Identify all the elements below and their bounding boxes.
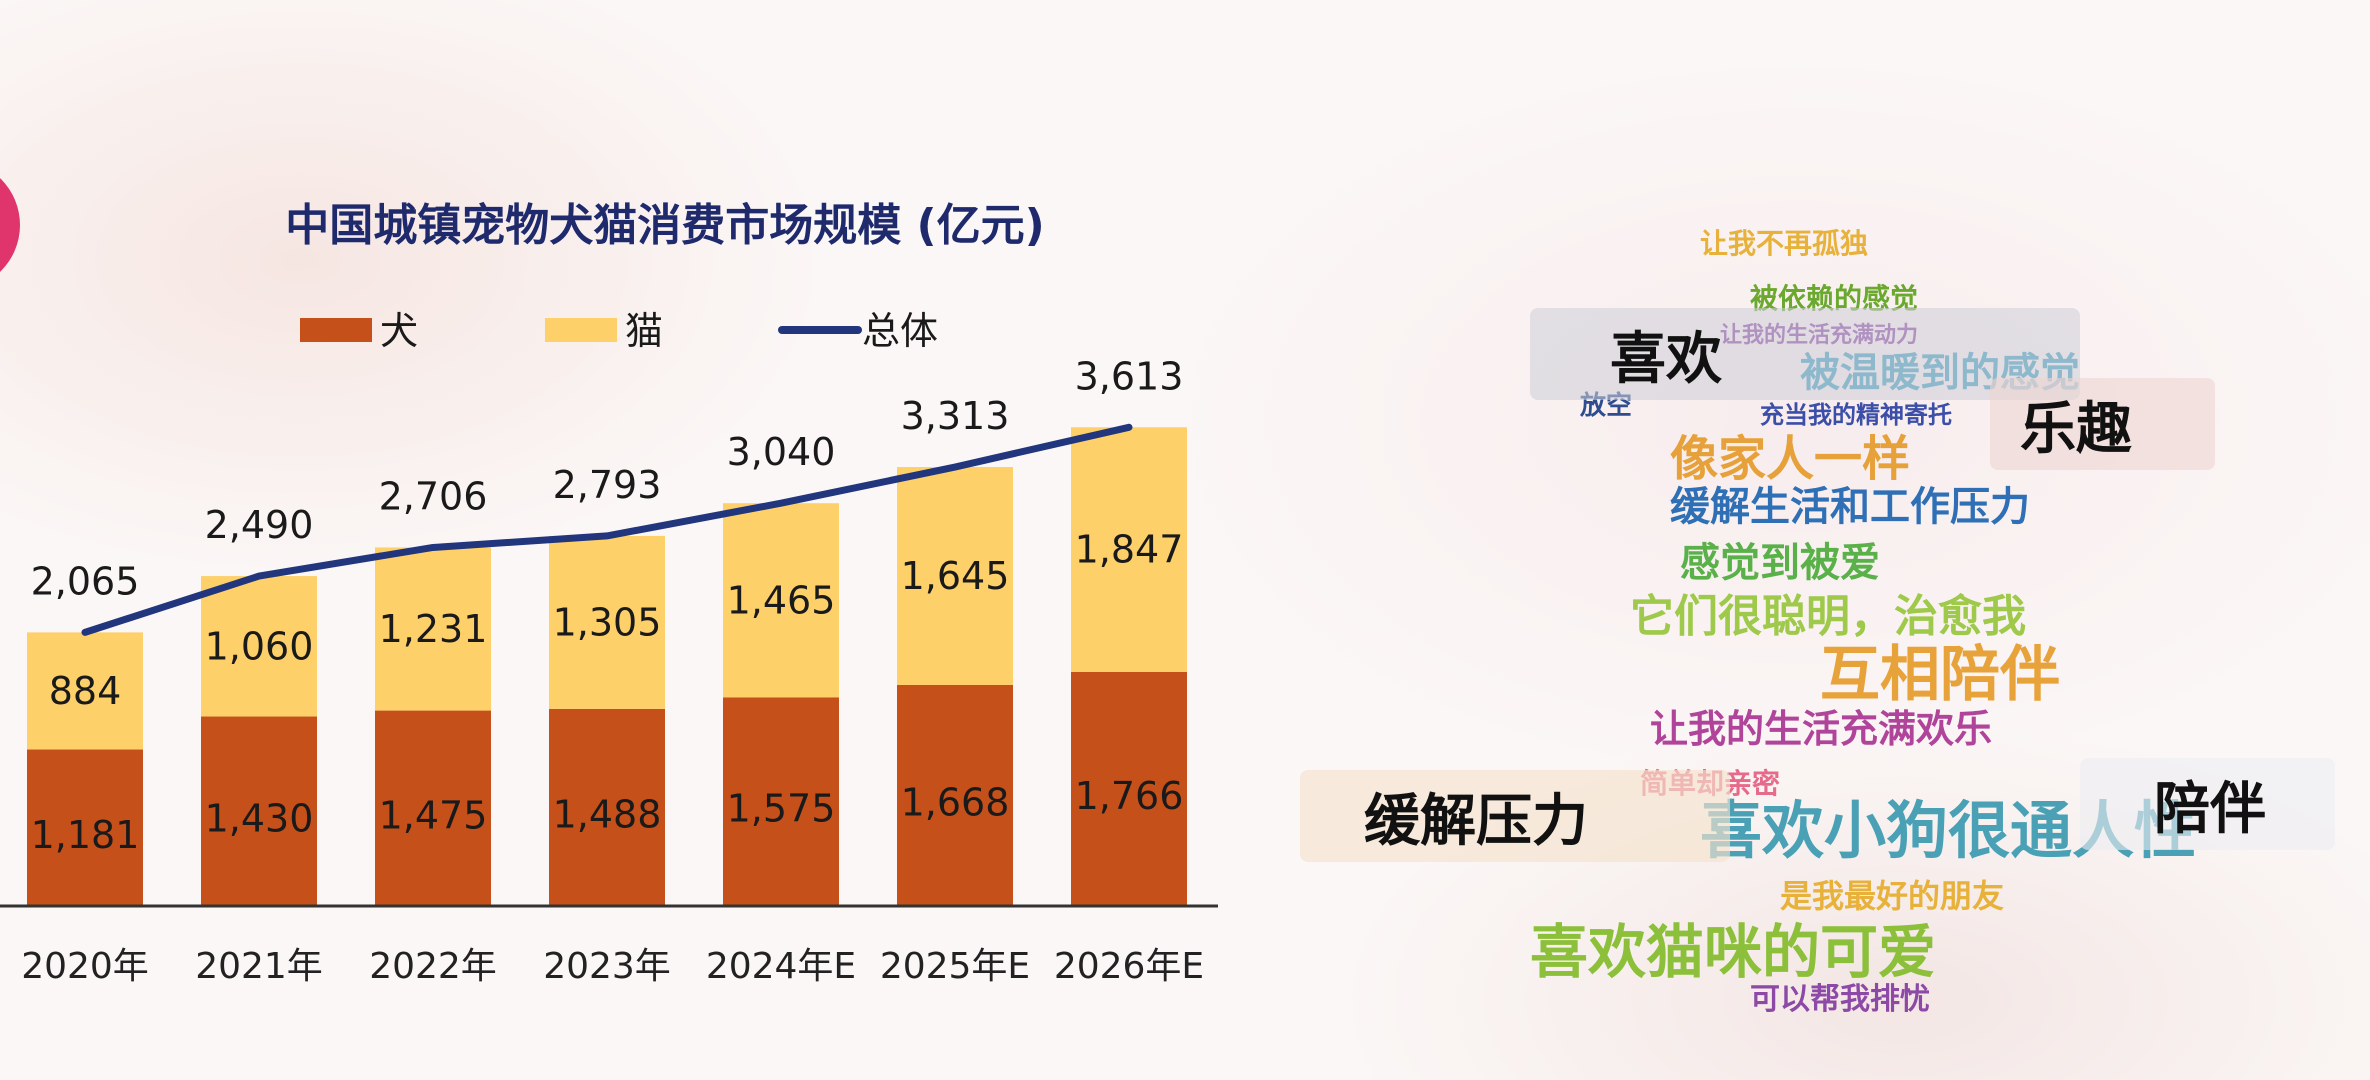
bar-dog-0 [27,749,143,906]
total-value-label-3: 2,793 [553,463,662,507]
cloud-word: 缓解生活和工作压力 [1670,484,2030,530]
x-tick-label-4: 2024年E [706,946,856,987]
total-line [81,423,1133,636]
tag-relieve-stress-label: 缓解压力 [1364,788,1588,854]
legend-total-label: 总体 [862,309,938,353]
cloud-word: 互相陪伴 [1820,640,2060,710]
x-tick-label-6: 2026年E [1054,946,1204,987]
cloud-word: 感觉到被爱 [1680,540,1880,586]
total-value-label-0: 2,065 [31,559,140,603]
dog-value-label-0: 1,181 [31,813,140,857]
x-tick-label-1: 2021年 [195,946,323,987]
bar-cat-2 [375,547,491,711]
x-tick-label-3: 2023年 [543,946,671,987]
legend-cat-label: 猫 [625,309,663,353]
cat-value-label-5: 1,645 [901,554,1010,598]
bar-cat-5 [897,467,1013,685]
bar-dog-2 [375,710,491,906]
chart-legend: 犬 猫 总体 [300,309,938,353]
cloud-word: 像家人一样 [1670,431,1911,487]
cloud-word: 它们很聪明，治愈我 [1630,591,2026,642]
x-tick-label-5: 2025年E [880,946,1030,987]
bar-cat-1 [201,576,317,717]
bar-dog-1 [201,716,317,906]
dog-value-label-2: 1,475 [379,793,488,837]
total-value-label-1: 2,490 [205,503,314,547]
chart-title: 中国城镇宠物犬猫消费市场规模 (亿元) [285,200,1045,251]
cat-shaped-word-cloud: 让我不再孤独被依赖的感觉让我的生活充满动力被温暖到的感觉充当我的精神寄托放空像家… [1280,175,2196,1025]
total-value-label-4: 3,040 [727,430,836,474]
tag-companionship: 陪伴 [2080,758,2335,850]
tag-companionship-label: 陪伴 [2154,776,2266,842]
cloud-word: 充当我的精神寄托 [1760,401,1952,429]
total-value-label-5: 3,313 [901,394,1010,438]
cloud-word: 让我的生活充满欢乐 [1650,707,1993,751]
legend-dog-swatch [300,318,372,342]
bar-dog-5 [897,684,1013,906]
cat-value-label-2: 1,231 [379,607,488,651]
total-value-label-2: 2,706 [379,474,488,518]
bar-dog-6 [1071,672,1187,906]
x-tick-label-2: 2022年 [369,946,497,987]
tag-like: 喜欢 [1530,308,2080,400]
legend-dog-label: 犬 [380,309,418,353]
dog-value-label-3: 1,488 [553,792,662,836]
tag-relieve-stress: 缓解压力 [1300,770,1730,862]
cat-value-label-1: 1,060 [205,624,314,668]
cloud-word: 让我不再孤独 [1700,227,1869,260]
cat-value-label-0: 884 [49,669,122,713]
cloud-word: 喜欢猫咪的可爱 [1530,918,1937,986]
total-value-label-6: 3,613 [1075,354,1184,398]
bars-group: 1,181 884 1,430 1,060 1,475 1,231 1,488 1,305 1,… [27,427,1187,906]
total-line-group: 2,065 2,490 2,706 2,793 3,040 3,313 3,613 [31,354,1184,636]
cat-value-label-4: 1,465 [727,578,836,622]
bar-dog-3 [549,708,665,906]
cat-value-label-6: 1,847 [1075,528,1184,572]
x-axis-ticks: 2020年 2021年 2022年 2023年 2024年E 2025年E 2026年E [21,946,1204,987]
cloud-word: 是我最好的朋友 [1780,877,2005,915]
market-size-chart: 中国城镇宠物犬猫消费市场规模 (亿元) 犬猫总体 1,1818841,4301,… [0,200,1218,987]
bar-cat-6 [1071,427,1187,673]
tag-like-label: 喜欢 [1610,326,1722,392]
tag-fun: 乐趣 [1990,378,2215,470]
cat-value-label-3: 1,305 [553,600,662,644]
dog-value-label-1: 1,430 [205,796,314,840]
dog-value-label-4: 1,575 [727,787,836,831]
tag-fun-label: 乐趣 [2020,396,2132,462]
bar-cat-3 [549,535,665,709]
cloud-word: 可以帮我排忧 [1750,982,1930,1017]
legend-cat-swatch [545,318,617,342]
bar-dog-4 [723,697,839,906]
bar-cat-4 [723,503,839,698]
dog-value-label-5: 1,668 [901,780,1010,824]
bar-cat-0 [27,632,143,750]
cloud-word: 被依赖的感觉 [1750,282,1919,315]
dog-value-label-6: 1,766 [1075,774,1184,818]
x-tick-label-0: 2020年 [21,946,149,987]
